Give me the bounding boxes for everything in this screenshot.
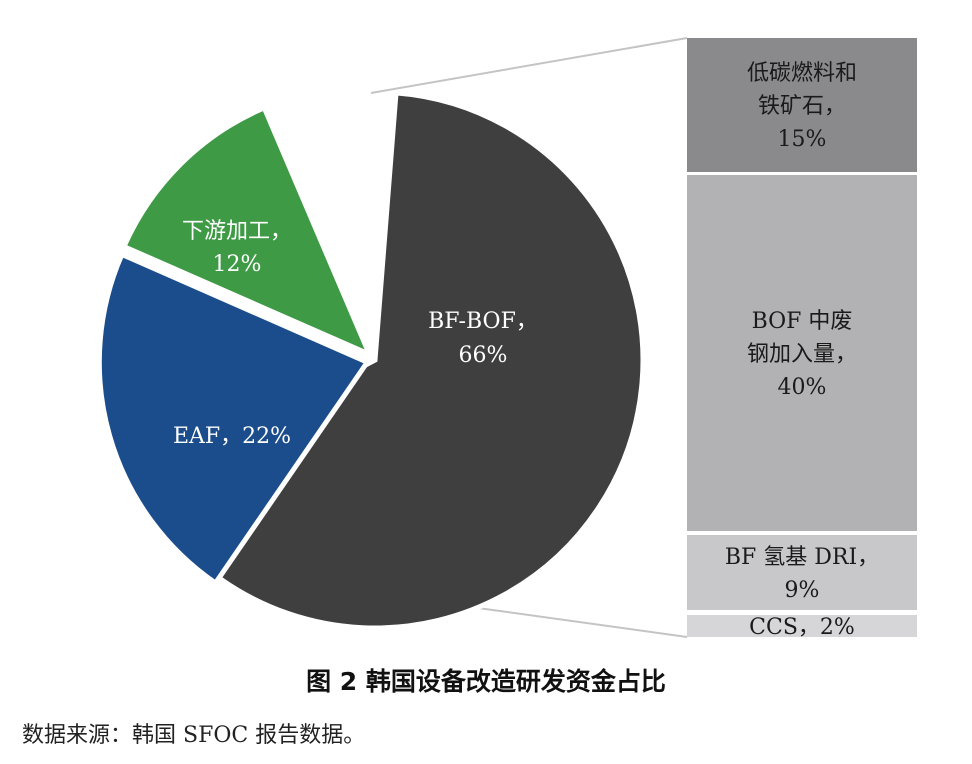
breakdown-segment bbox=[687, 615, 917, 637]
breakdown-label: 15% bbox=[778, 127, 827, 152]
breakdown-label: 40% bbox=[778, 375, 827, 400]
pie-slice bbox=[96, 251, 372, 587]
connector-lines bbox=[370, 37, 688, 638]
breakdown-label: 9% bbox=[785, 578, 820, 603]
pie: BF-BOF， 66% EAF，22% 下游加工， 12% bbox=[96, 90, 646, 631]
breakdown-label: 低碳燃料和 bbox=[747, 61, 857, 86]
slice-label: 66% bbox=[459, 343, 508, 368]
slice-label: EAF，22% bbox=[173, 424, 291, 449]
pie-slice bbox=[120, 104, 375, 360]
slice-label: 12% bbox=[213, 252, 262, 277]
breakdown-label: BOF 中废 bbox=[752, 309, 853, 334]
breakdown-label: 铁矿石， bbox=[758, 94, 846, 119]
connector-line-bottom bbox=[477, 607, 688, 638]
breakdown-label: BF 氢基 DRI， bbox=[725, 545, 879, 570]
figure-caption: 图 2 韩国设备改造研发资金占比 bbox=[306, 667, 666, 696]
breakdown-label: CCS，2% bbox=[749, 615, 855, 640]
breakdown-segment bbox=[687, 38, 917, 172]
breakdown-segment bbox=[687, 175, 917, 531]
breakdown-label: 钢加入量， bbox=[747, 342, 857, 367]
slice-label: 下游加工， bbox=[182, 219, 292, 244]
slice-label: BF-BOF， bbox=[428, 309, 538, 334]
breakdown-segment bbox=[687, 535, 917, 610]
data-source-note: 数据来源：韩国 SFOC 报告数据。 bbox=[22, 723, 366, 748]
connector-line-top bbox=[370, 37, 688, 94]
